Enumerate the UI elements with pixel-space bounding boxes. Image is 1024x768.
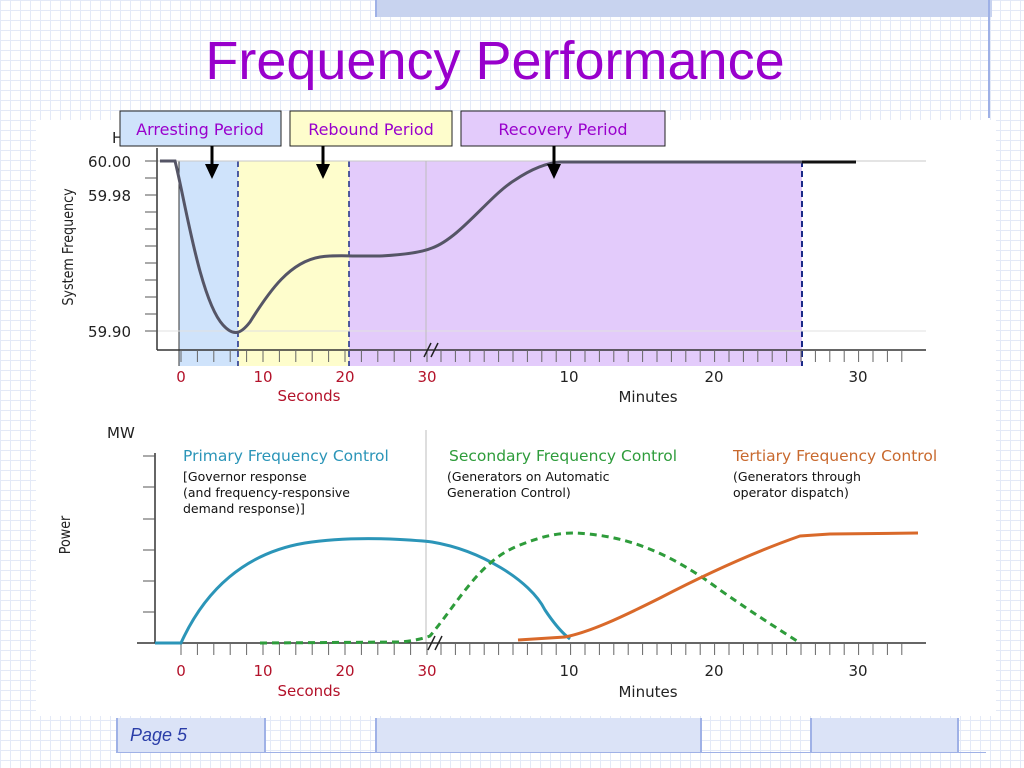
x-tick-seconds: 0 [176,662,186,680]
x-tick-seconds: 10 [253,368,272,386]
frequency-curve [160,159,802,334]
arresting-period-box [119,110,282,147]
x-tick-seconds: 20 [335,662,354,680]
y-tick-label: 60.00 [88,153,131,171]
primary-control-title: Primary Frequency Control [183,447,389,465]
x-tick-seconds: 30 [417,662,436,680]
recovery-period-box [460,110,666,147]
power-axis-label: Power [57,515,74,554]
axis-break-mark [427,635,443,651]
x-tick-minutes: 30 [848,662,867,680]
x-axis-minutes-label: Minutes [618,683,677,701]
x-axis-seconds-label: Seconds [277,682,340,700]
x-tick-minutes: 30 [848,368,867,386]
x-tick-seconds: 20 [335,368,354,386]
primary-control-desc: (and frequency-responsive [183,485,350,500]
x-tick-minutes: 10 [559,368,578,386]
x-tick-seconds: 30 [417,368,436,386]
x-tick-minutes: 10 [559,662,578,680]
arrow-down-icon [547,146,561,179]
tertiary-control-curve [517,531,919,642]
slide-title: Frequency Performance [205,31,785,91]
y-axis-label: System Frequency [60,188,77,305]
frequency-chart: 60.00 59.98 59.90 Hz System Frequency 0 … [60,129,926,406]
rebound-period-label: Rebound Period [308,120,434,139]
tertiary-control-desc: (Generators through [733,469,861,484]
x-tick-seconds: 10 [253,662,272,680]
tertiary-control-title: Tertiary Frequency Control [732,447,937,465]
secondary-control-desc: (Generators on Automatic [447,469,610,484]
arresting-period-label: Arresting Period [136,120,264,139]
x-tick-seconds: 0 [176,368,186,386]
recovery-period-label: Recovery Period [498,120,627,139]
right-decor-bar [988,0,990,118]
x-tick-minutes: 20 [704,662,723,680]
primary-control-desc: demand response)] [183,501,305,516]
power-chart: MW Power 0 10 20 30 Seconds 10 20 30 Min… [57,424,937,701]
page-number: Page 5 [116,718,266,752]
rebound-period-band [238,161,349,366]
primary-control-desc: [Governor response [183,469,307,484]
bottom-decor-rule [116,752,986,753]
bottom-decor-band-1 [375,718,702,752]
top-decor-band [375,0,992,17]
arrow-down-icon [205,146,219,179]
y-tick-label: 59.98 [88,187,131,205]
arrow-down-icon [316,146,330,179]
secondary-control-curve [259,531,801,645]
period-labels: Arresting Period Rebound Period Recovery… [119,110,666,179]
x-axis-minutes-label: Minutes [618,388,677,406]
primary-control-curve [155,537,571,645]
rebound-period-box [289,110,453,147]
x-axis-seconds-label: Seconds [277,387,340,405]
arresting-period-band [179,161,238,366]
bottom-decor-band-2 [810,718,959,752]
secondary-control-desc: Generation Control) [447,485,571,500]
power-unit-label: MW [107,424,135,442]
secondary-control-title: Secondary Frequency Control [449,447,677,465]
tertiary-control-desc: operator dispatch) [733,485,849,500]
y-tick-label: 59.90 [88,323,131,341]
recovery-period-band [349,161,802,366]
axis-break-mark [423,342,439,358]
x-tick-minutes: 20 [704,368,723,386]
